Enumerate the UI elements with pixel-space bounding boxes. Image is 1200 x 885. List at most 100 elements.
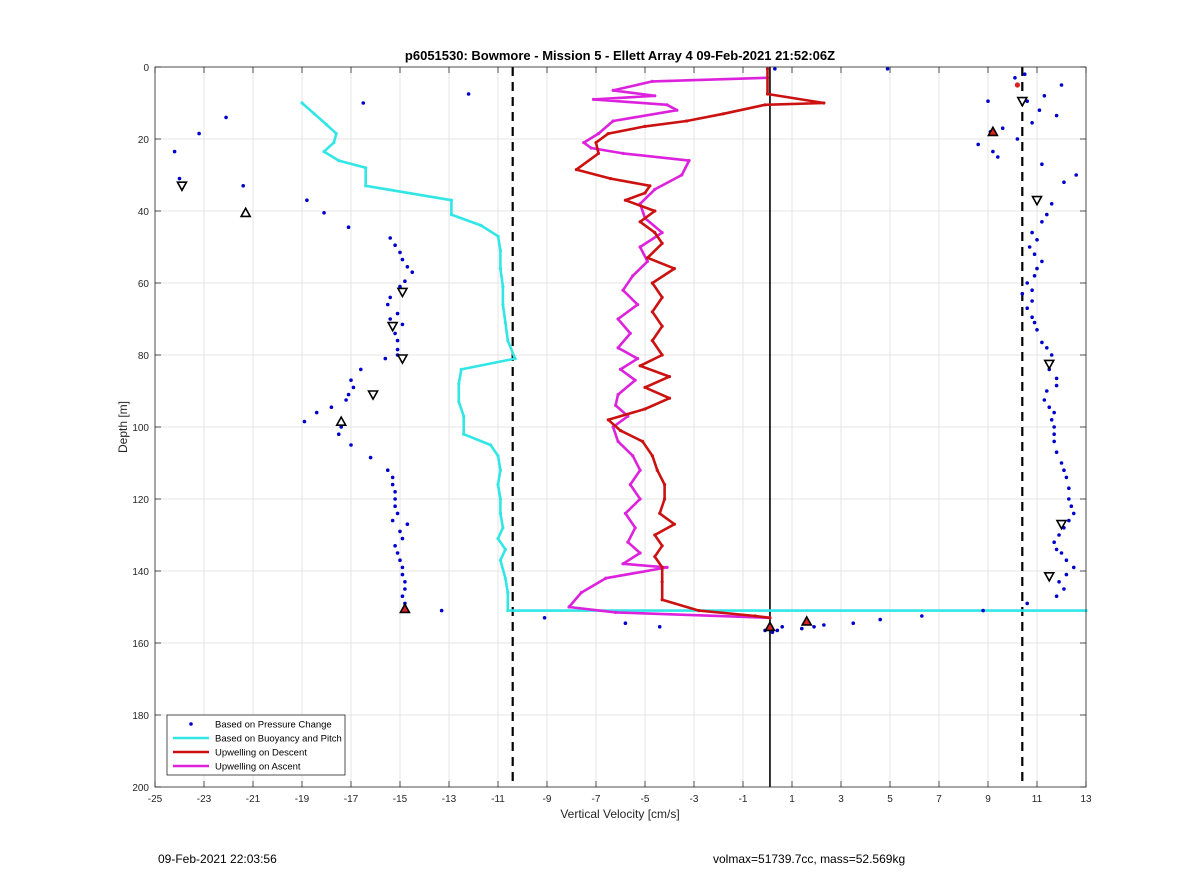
series-point-upwelling-on-descent — [765, 67, 770, 71]
series-point-upwelling-on-descent — [596, 151, 601, 155]
pressure-point — [241, 184, 245, 188]
series-point-upwelling-on-ascent — [604, 576, 608, 580]
pressure-point — [393, 504, 397, 509]
x-tick-label: 3 — [838, 794, 844, 805]
series-point-upwelling-on-ascent — [616, 346, 620, 350]
marker-layer — [176, 82, 1068, 632]
pressure-point — [405, 265, 410, 269]
series-point-upwelling-on-ascent — [626, 540, 630, 544]
pressure-point — [1027, 245, 1032, 249]
series-point-based-on-buoyancy-and-pitch — [503, 547, 507, 552]
pressure-point — [344, 398, 348, 402]
pressure-point — [1054, 547, 1059, 552]
pressure-point — [393, 331, 397, 336]
x-tick-label: -17 — [344, 794, 359, 805]
pressure-point — [657, 625, 662, 629]
pressure-point — [1020, 292, 1025, 296]
pressure-point — [981, 608, 985, 613]
series-point-based-on-buoyancy-and-pitch — [498, 497, 503, 501]
pressure-point — [305, 198, 309, 202]
series-point-based-on-buoyancy-and-pitch — [364, 166, 368, 170]
pressure-point — [351, 385, 356, 390]
series-point-upwelling-on-ascent — [628, 331, 632, 335]
legend-label: Upwelling on Ascent — [215, 762, 301, 773]
series-point-upwelling-on-descent — [753, 614, 757, 618]
x-tick-label: -13 — [442, 794, 457, 805]
x-tick-label: 1 — [789, 794, 795, 805]
series-point-upwelling-on-descent — [653, 209, 657, 213]
series-point-upwelling-on-ascent — [618, 367, 623, 371]
pressure-point — [1000, 126, 1005, 130]
pressure-point — [773, 67, 777, 71]
pressure-point — [400, 594, 405, 598]
series-point-upwelling-on-ascent — [631, 274, 635, 278]
pressure-point — [1037, 108, 1042, 112]
pressure-point — [1052, 439, 1056, 444]
down-triangle-marker — [1016, 96, 1029, 108]
series-point-based-on-buoyancy-and-pitch — [501, 303, 505, 307]
pressure-point — [1054, 113, 1059, 118]
pressure-point — [1071, 565, 1076, 570]
x-tick-label: -21 — [246, 794, 261, 805]
y-tick-label: 120 — [132, 495, 149, 506]
pressure-point — [1040, 340, 1044, 345]
pressure-point — [1074, 173, 1078, 177]
pressure-point — [314, 410, 319, 415]
down-triangle-marker — [396, 354, 409, 365]
series-point-upwelling-on-ascent — [653, 187, 657, 191]
series-point-upwelling-on-descent — [643, 407, 647, 411]
x-tick-label: 7 — [936, 794, 942, 805]
x-tick-label: 11 — [1032, 794, 1043, 805]
legend-label: Based on Pressure Change — [215, 720, 332, 731]
pressure-point — [775, 628, 780, 633]
pressure-point — [1062, 587, 1066, 591]
down-triangle-marker — [386, 321, 399, 333]
pressure-point — [1030, 315, 1034, 320]
series-point-upwelling-on-descent — [650, 454, 654, 458]
series-point-upwelling-on-descent — [653, 555, 657, 559]
pressure-point — [400, 536, 405, 541]
x-tick-label: -9 — [543, 794, 552, 805]
pressure-point — [1042, 94, 1047, 98]
chart-title: p6051530: Bowmore - Mission 5 - Ellett A… — [405, 48, 835, 63]
series-point-upwelling-on-descent — [663, 483, 667, 487]
pressure-point — [359, 367, 363, 372]
series-point-upwelling-on-descent — [660, 353, 664, 357]
series-point-upwelling-on-descent — [618, 429, 623, 433]
pressure-point — [403, 279, 407, 284]
pressure-point — [388, 236, 393, 240]
series-point-based-on-buoyancy-and-pitch — [496, 537, 500, 541]
pressure-point — [1059, 551, 1064, 555]
y-tick-label: 200 — [132, 783, 149, 794]
series-point-upwelling-on-descent — [667, 396, 672, 400]
series-point-upwelling-on-descent — [660, 565, 664, 570]
series-point-based-on-buoyancy-and-pitch — [513, 357, 517, 361]
pressure-point — [224, 115, 228, 120]
pressure-point — [466, 92, 471, 96]
y-tick-label: 40 — [138, 207, 150, 218]
series-point-upwelling-on-ascent — [638, 468, 642, 472]
y-tick-label: 0 — [143, 63, 149, 74]
pressure-point — [1049, 418, 1054, 422]
y-axis: 0 20 40 60 80 100 120 140 160 180 200 — [132, 63, 1086, 794]
series-point-based-on-buoyancy-and-pitch — [457, 400, 461, 404]
series-point-based-on-buoyancy-and-pitch — [479, 223, 483, 227]
pressure-point — [1062, 468, 1066, 473]
pressure-point — [976, 142, 980, 147]
pressure-point — [1030, 121, 1034, 125]
series-point-upwelling-on-ascent — [616, 393, 620, 397]
pressure-point — [1015, 137, 1020, 141]
series-point-upwelling-on-descent — [672, 522, 677, 526]
series-point-based-on-buoyancy-and-pitch — [498, 558, 503, 562]
pressure-point — [1064, 572, 1069, 577]
series-point-upwelling-on-descent — [653, 231, 657, 235]
down-triangle-marker — [176, 181, 188, 192]
pressure-point — [986, 99, 990, 103]
pressure-point — [1040, 220, 1044, 224]
pressure-point — [398, 529, 402, 534]
up-triangle-marker — [335, 415, 348, 427]
pressure-point — [400, 572, 405, 577]
pressure-point — [812, 625, 816, 629]
series-point-upwelling-on-ascent — [621, 288, 625, 292]
x-tick-label: 13 — [1080, 794, 1092, 805]
